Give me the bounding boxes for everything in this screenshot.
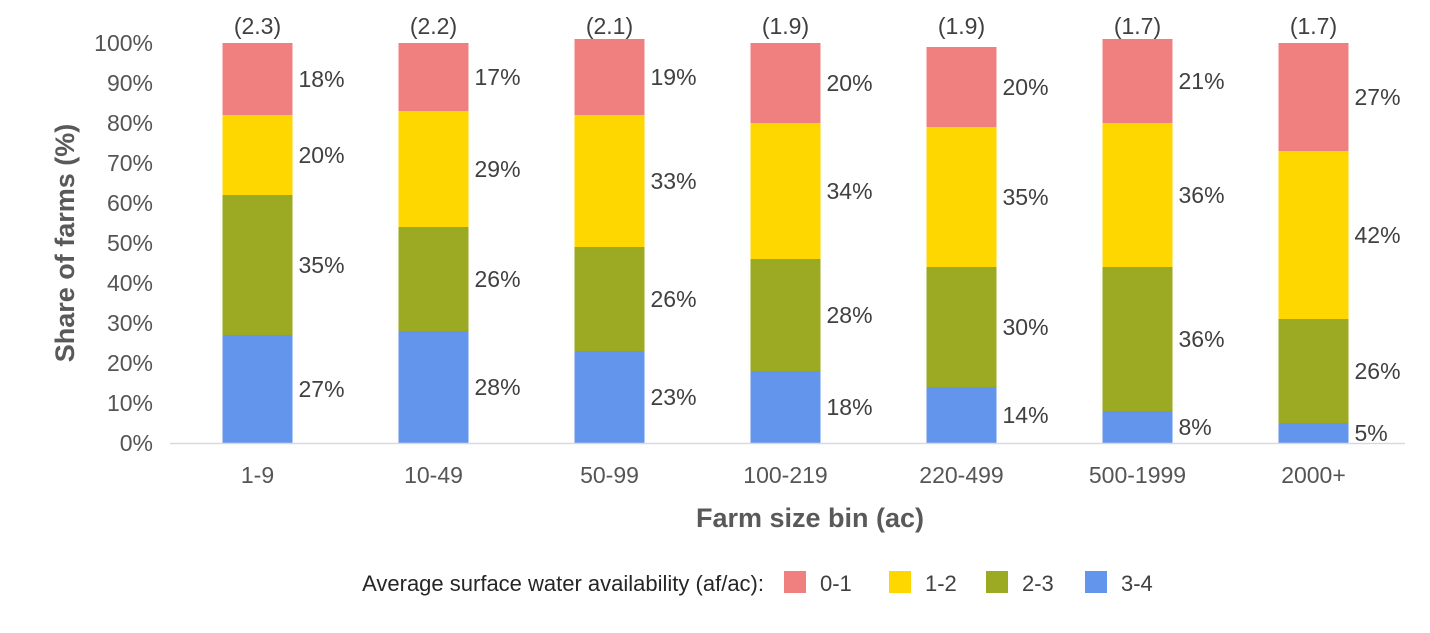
y-tick-label: 60%: [107, 190, 153, 216]
y-tick-label: 0%: [120, 430, 153, 456]
bar-segment-3-4: [574, 351, 645, 443]
bar-segment-2-3: [1278, 319, 1349, 423]
bar-segment-1-2: [222, 115, 293, 195]
legend-label: 0-1: [820, 571, 852, 596]
bar-segment-2-3: [222, 195, 293, 335]
bar-annotation: (1.9): [938, 13, 985, 39]
bar-segment-0-1: [750, 43, 821, 123]
bar-segment-3-4: [750, 371, 821, 443]
y-tick-label: 10%: [107, 390, 153, 416]
legend-swatch-1-2: [889, 571, 911, 593]
data-label: 42%: [1355, 222, 1401, 248]
legend-label: 1-2: [925, 571, 957, 596]
y-axis-ticks: 0% 10% 20% 30% 40% 50% 60% 70% 80% 90% 100%: [94, 30, 153, 456]
data-label: 14%: [1003, 402, 1049, 428]
bar-annotation: (2.2): [410, 13, 457, 39]
bar-segment-1-2: [1102, 123, 1173, 267]
data-label: 18%: [827, 394, 873, 420]
bar-segment-0-1: [926, 47, 997, 127]
data-label: 35%: [299, 252, 345, 278]
data-label: 5%: [1355, 420, 1388, 446]
legend-label: 3-4: [1121, 571, 1153, 596]
data-label: 21%: [1179, 68, 1225, 94]
data-label: 20%: [827, 70, 873, 96]
bar-segment-1-2: [926, 127, 997, 267]
bar-segment-3-4: [926, 387, 997, 443]
x-tick-label: 100-219: [743, 462, 827, 488]
bar-segment-1-2: [750, 123, 821, 259]
legend-swatch-3-4: [1085, 571, 1107, 593]
bar-segment-3-4: [222, 335, 293, 443]
data-label: 30%: [1003, 314, 1049, 340]
x-tick-label: 500-1999: [1089, 462, 1186, 488]
data-label: 33%: [651, 168, 697, 194]
bar-segment-3-4: [398, 331, 469, 443]
y-tick-label: 20%: [107, 350, 153, 376]
bar-segment-0-1: [1278, 43, 1349, 151]
x-tick-label: 50-99: [580, 462, 639, 488]
bar-annotation: (2.3): [234, 13, 281, 39]
x-axis-ticks: 1-9 10-49 50-99 100-219 220-499 500-1999 2000+: [241, 462, 1346, 488]
bar-segment-1-2: [574, 115, 645, 247]
legend-label: 2-3: [1022, 571, 1054, 596]
data-label: 35%: [1003, 184, 1049, 210]
data-label: 29%: [475, 156, 521, 182]
data-label: 27%: [299, 376, 345, 402]
bar-segment-0-1: [1102, 39, 1173, 123]
x-tick-label: 2000+: [1281, 462, 1346, 488]
bar-segment-0-1: [222, 43, 293, 115]
data-label: 20%: [1003, 74, 1049, 100]
data-label: 8%: [1179, 414, 1212, 440]
y-tick-label: 30%: [107, 310, 153, 336]
data-label: 36%: [1179, 326, 1225, 352]
y-tick-label: 70%: [107, 150, 153, 176]
x-tick-label: 1-9: [241, 462, 274, 488]
bar-annotation: (1.9): [762, 13, 809, 39]
bar-segment-2-3: [1102, 267, 1173, 411]
data-label: 26%: [475, 266, 521, 292]
bar-segment-0-1: [398, 43, 469, 111]
bar-segment-0-1: [574, 39, 645, 115]
x-axis-title: Farm size bin (ac): [696, 503, 924, 533]
y-tick-label: 80%: [107, 110, 153, 136]
y-tick-label: 50%: [107, 230, 153, 256]
x-tick-label: 10-49: [404, 462, 463, 488]
data-label: 19%: [651, 64, 697, 90]
legend: Average surface water availability (af/a…: [362, 571, 1153, 596]
legend-swatch-0-1: [784, 571, 806, 593]
bar-annotation: (1.7): [1114, 13, 1161, 39]
bar-segment-3-4: [1278, 423, 1349, 443]
bar-annotations: (2.3) (2.2) (2.1) (1.9) (1.9) (1.7) (1.7): [234, 13, 1337, 39]
data-label: 28%: [827, 302, 873, 328]
data-label: 26%: [651, 286, 697, 312]
bar-segment-2-3: [750, 259, 821, 371]
data-label: 20%: [299, 142, 345, 168]
bar-segment-2-3: [398, 227, 469, 331]
legend-swatch-2-3: [986, 571, 1008, 593]
data-label: 26%: [1355, 358, 1401, 384]
data-label: 34%: [827, 178, 873, 204]
bar-segment-2-3: [574, 247, 645, 351]
data-label: 17%: [475, 64, 521, 90]
bar-segment-1-2: [1278, 151, 1349, 319]
y-axis-title: Share of farms (%): [50, 124, 80, 363]
data-label: 23%: [651, 384, 697, 410]
y-tick-label: 40%: [107, 270, 153, 296]
data-labels: 27% 35% 20% 18% 28% 26% 29% 17% 23% 26% 33% 19% 18% 2…: [299, 64, 1401, 446]
bar-annotation: (2.1): [586, 13, 633, 39]
data-label: 36%: [1179, 182, 1225, 208]
x-tick-label: 220-499: [919, 462, 1003, 488]
y-tick-label: 100%: [94, 30, 153, 56]
y-tick-label: 90%: [107, 70, 153, 96]
data-label: 27%: [1355, 84, 1401, 110]
data-label: 28%: [475, 374, 521, 400]
bar-segment-1-2: [398, 111, 469, 227]
bars: [222, 39, 1349, 443]
bar-annotation: (1.7): [1290, 13, 1337, 39]
legend-title: Average surface water availability (af/a…: [362, 571, 764, 596]
data-label: 18%: [299, 66, 345, 92]
bar-segment-3-4: [1102, 411, 1173, 443]
bar-segment-2-3: [926, 267, 997, 387]
